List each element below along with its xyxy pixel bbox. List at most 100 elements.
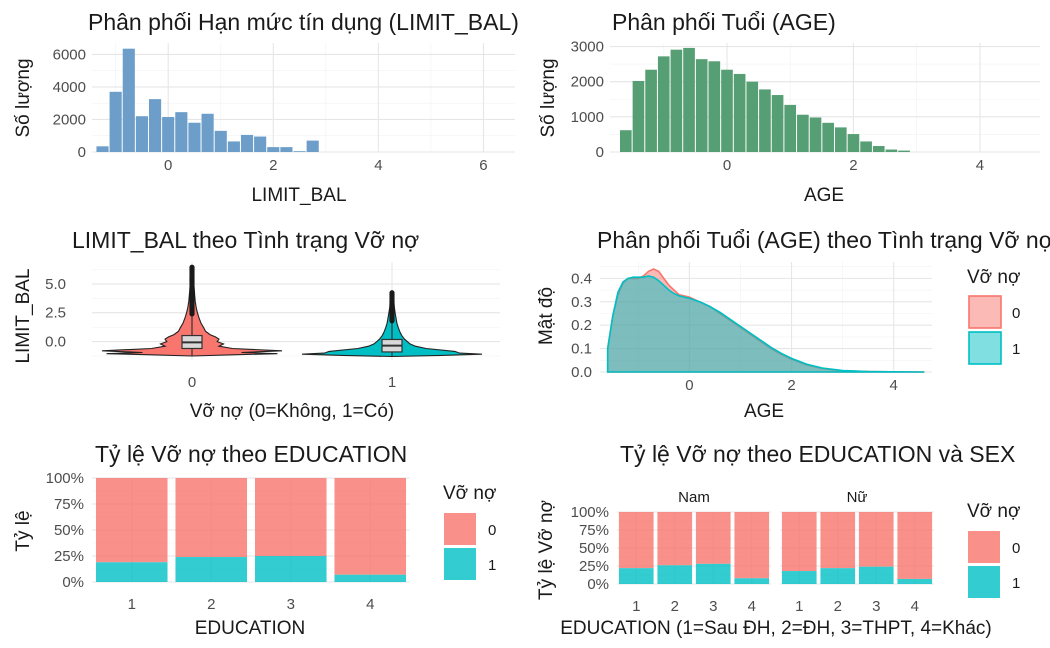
facet-strip-nam: Nam bbox=[678, 489, 710, 506]
hist-bar bbox=[759, 89, 771, 152]
y-tick-label: 0.0 bbox=[45, 334, 66, 351]
hist-bar bbox=[148, 99, 162, 152]
y-tick-label: 50% bbox=[54, 522, 84, 539]
bar-default1 bbox=[657, 565, 693, 584]
hist-bar bbox=[135, 116, 148, 152]
x-tick-label: 4 bbox=[890, 377, 898, 394]
y-tick-label: 5.0 bbox=[45, 276, 66, 293]
x-tick-label: 4 bbox=[976, 157, 984, 174]
x-tick-label: 0 bbox=[723, 157, 731, 174]
hist-bar bbox=[746, 81, 759, 152]
edu-default-legend-title: Vỡ nợ bbox=[443, 483, 496, 504]
x-tick-label: 3 bbox=[709, 598, 717, 615]
y-tick-label: 0% bbox=[587, 576, 609, 593]
legend-key-1 bbox=[968, 566, 1000, 598]
bar-default0 bbox=[175, 478, 248, 558]
hist-bar bbox=[201, 113, 214, 152]
legend-label-1: 1 bbox=[1012, 575, 1020, 592]
hist-bar bbox=[162, 117, 175, 152]
bar-default0 bbox=[781, 512, 817, 572]
legend-key-1 bbox=[444, 548, 476, 580]
limit-violin-panel: LIMIT_BAL theo Tình trạng Vỡ nợ Vỡ nợ (0… bbox=[13, 227, 500, 422]
y-tick-label: 100% bbox=[46, 470, 84, 487]
age-density-legend-title: Vỡ nợ bbox=[967, 267, 1020, 288]
hist-bar bbox=[306, 140, 319, 152]
y-tick-label: 50% bbox=[579, 540, 609, 557]
y-tick-label: 0.1 bbox=[571, 341, 592, 358]
age-hist-xlabel: AGE bbox=[804, 185, 844, 206]
x-tick-label: 3 bbox=[287, 596, 295, 613]
hist-bar bbox=[847, 134, 860, 152]
hist-bar bbox=[683, 47, 695, 153]
bar-default1 bbox=[781, 571, 817, 584]
hist-bar bbox=[227, 141, 240, 152]
hist-bar bbox=[695, 59, 708, 152]
x-tick-label: 1 bbox=[128, 596, 136, 613]
legend-label-0: 0 bbox=[1012, 305, 1020, 322]
hist-bar bbox=[188, 122, 201, 152]
x-tick-label: 2 bbox=[834, 598, 842, 615]
facet-strip-nu: Nữ bbox=[847, 489, 868, 506]
y-tick-label: 0 bbox=[78, 144, 86, 161]
hist-bar bbox=[872, 146, 885, 152]
limit-violin-xlabel: Vỡ nợ (0=Không, 1=Có) bbox=[190, 401, 394, 422]
x-tick-label: 6 bbox=[479, 157, 487, 174]
hist-bar bbox=[240, 134, 254, 152]
bar-default0 bbox=[695, 512, 731, 564]
bar-default0 bbox=[858, 512, 894, 567]
legend-label-0: 0 bbox=[488, 522, 496, 539]
hist-bar bbox=[280, 147, 293, 152]
age-density-ylabel: Mật độ bbox=[536, 287, 557, 345]
x-tick-label: 0 bbox=[685, 377, 693, 394]
x-tick-label: 4 bbox=[366, 596, 374, 613]
edu-sex-default-ylabel: Tỷ lệ Vỡ nợ bbox=[536, 500, 557, 600]
hist-bar bbox=[733, 73, 746, 152]
bar-default1 bbox=[334, 574, 407, 582]
y-tick-label: 0 bbox=[596, 144, 604, 161]
age-hist-ylabel: Số lượng bbox=[538, 58, 559, 137]
hist-bar bbox=[122, 48, 135, 152]
bar-default0 bbox=[657, 512, 693, 566]
x-tick-label: 2 bbox=[671, 598, 679, 615]
age-hist-panel: Phân phối Tuổi (AGE) AGE Số lượng 0 2 4 0 10… bbox=[538, 9, 1040, 206]
y-tick-label: 2000 bbox=[53, 111, 86, 128]
bar-default1 bbox=[695, 563, 731, 584]
edu-default-panel: Tỷ lệ Vỡ nợ theo EDUCATION EDUCATION Tỷ … bbox=[13, 441, 496, 639]
y-tick-label: 0.0 bbox=[571, 364, 592, 381]
x-tick-label: 2 bbox=[269, 157, 277, 174]
bar-default1 bbox=[897, 578, 933, 584]
legend-key-0 bbox=[968, 531, 1000, 563]
hist-bar bbox=[898, 150, 910, 152]
limit-hist-panel: Phân phối Hạn mức tín dụng (LIMIT_BAL) L… bbox=[13, 9, 519, 206]
legend-key-1 bbox=[968, 331, 1002, 365]
limit-hist-title: Phân phối Hạn mức tín dụng (LIMIT_BAL) bbox=[88, 9, 519, 35]
y-tick-label: 6000 bbox=[53, 46, 86, 63]
bar-default1 bbox=[175, 557, 248, 582]
age-hist-title: Phân phối Tuổi (AGE) bbox=[612, 9, 836, 35]
bar-default1 bbox=[95, 562, 168, 582]
legend-key-0 bbox=[444, 513, 476, 545]
bar-default0 bbox=[820, 512, 856, 569]
bar-default0 bbox=[618, 512, 654, 569]
hist-bar bbox=[293, 151, 306, 152]
x-tick-label: 2 bbox=[207, 596, 215, 613]
x-tick-label: 3 bbox=[872, 598, 880, 615]
hist-bar bbox=[670, 49, 683, 152]
y-tick-label: 4000 bbox=[53, 79, 86, 96]
edu-default-ylabel: Tỷ lệ bbox=[13, 510, 34, 551]
x-tick-label: 2 bbox=[787, 377, 795, 394]
bar-default0 bbox=[95, 478, 168, 563]
edu-sex-default-legend-title: Vỡ nợ bbox=[967, 501, 1020, 522]
x-tick-label: 0 bbox=[164, 157, 172, 174]
edu-sex-default-xlabel: EDUCATION (1=Sau ĐH, 2=ĐH, 3=THPT, 4=Khá… bbox=[560, 618, 992, 639]
limit-hist-xlabel: LIMIT_BAL bbox=[251, 185, 346, 206]
legend-label-1: 1 bbox=[488, 557, 496, 574]
y-tick-label: 25% bbox=[579, 558, 609, 575]
y-tick-label: 75% bbox=[579, 522, 609, 539]
limit-violin-title: LIMIT_BAL theo Tình trạng Vỡ nợ bbox=[72, 227, 419, 253]
limit-violin-ylabel: LIMIT_BAL bbox=[13, 268, 34, 363]
y-tick-label: 25% bbox=[54, 548, 84, 565]
hist-bar bbox=[822, 122, 834, 152]
bar-default1 bbox=[254, 556, 327, 582]
